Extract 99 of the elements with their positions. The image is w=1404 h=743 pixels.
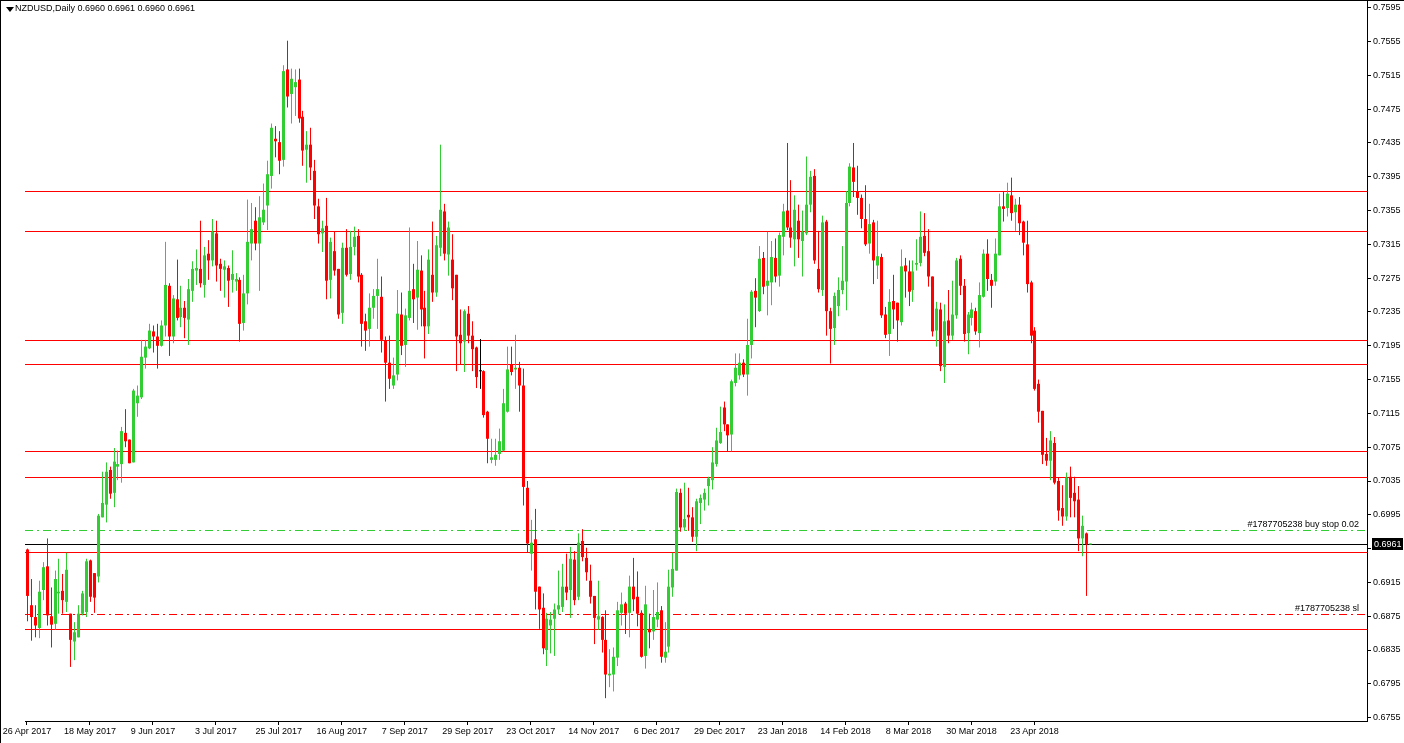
candlestick (553, 603, 556, 657)
candlestick (376, 258, 379, 330)
y-tick-label: 0.7075 (1373, 441, 1401, 452)
candlestick (884, 306, 887, 339)
candlestick (951, 280, 954, 341)
candlestick (160, 319, 163, 348)
y-tick-label: 0.7595 (1373, 2, 1401, 13)
candlestick (691, 506, 694, 543)
candlestick (223, 259, 226, 299)
y-tick-label: 0.7315 (1373, 238, 1401, 249)
x-tick-label: 29 Sep 2017 (442, 725, 494, 736)
candlestick (176, 259, 179, 321)
candlestick (368, 292, 371, 348)
candlestick (632, 557, 635, 612)
candlestick (908, 259, 911, 307)
y-tick-label: 0.7155 (1373, 374, 1401, 385)
x-tick-label: 23 Jan 2018 (757, 725, 808, 736)
x-tick-label: 6 Dec 2017 (633, 725, 680, 736)
candlestick (353, 226, 356, 256)
candlestick (494, 438, 497, 467)
y-tick-label: 0.7475 (1373, 103, 1401, 114)
y-tick-label: 0.7035 (1373, 475, 1401, 486)
x-tick-label: 8 Mar 2018 (885, 725, 932, 736)
x-tick-label: 23 Oct 2017 (506, 725, 556, 736)
candlestick (974, 307, 977, 336)
candlestick (207, 239, 210, 281)
candlestick (652, 589, 655, 641)
y-tick-label: 0.6755 (1373, 712, 1401, 723)
y-tick-label: 0.7195 (1373, 340, 1401, 351)
y-tick-label: 0.7355 (1373, 205, 1401, 216)
candlestick (1049, 430, 1052, 481)
x-tick-label: 3 Jul 2017 (195, 725, 237, 736)
x-tick-label: 25 Jul 2017 (255, 725, 303, 736)
candlestick (766, 231, 769, 316)
x-tick-label: 16 Aug 2017 (316, 725, 368, 736)
candlestick (774, 237, 777, 283)
y-tick-label: 0.6875 (1373, 610, 1401, 621)
ref-line-label: #1787705238 buy stop 0.02 (1247, 519, 1359, 530)
candlestick (309, 127, 312, 181)
candlestick (321, 220, 324, 253)
x-tick-label: 7 Sep 2017 (381, 725, 428, 736)
candlestick (911, 259, 914, 303)
ref-line-label: 0.6961 (1374, 538, 1402, 549)
y-tick-label: 0.7115 (1373, 407, 1400, 418)
candlestick (703, 488, 706, 512)
candlestick (179, 285, 182, 328)
candlestick (935, 301, 938, 348)
x-tick-label: 29 Dec 2017 (694, 725, 746, 736)
candlestick (372, 288, 375, 320)
candlestick (561, 563, 564, 613)
candlestick (183, 300, 186, 339)
x-tick-label: 14 Nov 2017 (568, 725, 620, 736)
candlestick (656, 581, 659, 628)
y-tick-label: 0.7395 (1373, 171, 1401, 182)
candlestick (231, 249, 234, 294)
candlestick (479, 338, 482, 390)
candlestick (290, 68, 293, 125)
candlestick (227, 265, 230, 308)
candlestick (1061, 484, 1064, 527)
candlestick (868, 203, 871, 255)
candlestick (876, 220, 879, 280)
candlestick (42, 561, 45, 601)
candlestick (860, 194, 863, 229)
y-tick-label: 0.7555 (1373, 36, 1401, 47)
candlestick (278, 130, 281, 175)
candlestick (392, 357, 395, 390)
y-tick-label: 0.7435 (1373, 137, 1401, 148)
x-tick-label: 14 Feb 2018 (820, 725, 871, 736)
candlestick (305, 130, 308, 184)
candlestick (490, 438, 493, 464)
candlestick (597, 580, 600, 631)
y-tick-label: 0.7275 (1373, 272, 1401, 283)
candlestick (1014, 198, 1017, 232)
x-tick-label: 18 May 2017 (63, 725, 116, 736)
candlestick (412, 263, 415, 324)
y-tick-label: 0.7235 (1373, 306, 1401, 317)
candlestick (549, 611, 552, 654)
x-tick-label: 26 Apr 2017 (2, 725, 52, 736)
candlestick (1006, 182, 1009, 217)
x-tick-label: 23 Apr 2018 (1010, 725, 1059, 736)
y-tick-label: 0.6995 (1373, 509, 1401, 520)
x-tick-label: 30 Mar 2018 (946, 725, 997, 736)
candlestick (915, 238, 918, 272)
candlestick (892, 274, 895, 330)
candlestick (738, 352, 741, 381)
ref-line-label: #1787705238 sl (1294, 603, 1359, 614)
candlestick (557, 570, 560, 616)
candlestick (723, 401, 726, 432)
y-tick-label: 0.6795 (1373, 678, 1401, 689)
candlestick (754, 277, 757, 328)
chart-title: NZDUSD,Daily 0.6960 0.6961 0.6960 0.6961 (15, 2, 196, 13)
candlestick (990, 273, 993, 309)
y-tick-label: 0.6835 (1373, 644, 1401, 655)
y-tick-label: 0.7515 (1373, 69, 1401, 80)
candlestick (1081, 515, 1084, 557)
y-tick-label: 0.6915 (1373, 576, 1401, 587)
x-tick-label: 9 Jun 2017 (130, 725, 176, 736)
candlestick (294, 68, 297, 117)
candlestick (77, 604, 80, 638)
